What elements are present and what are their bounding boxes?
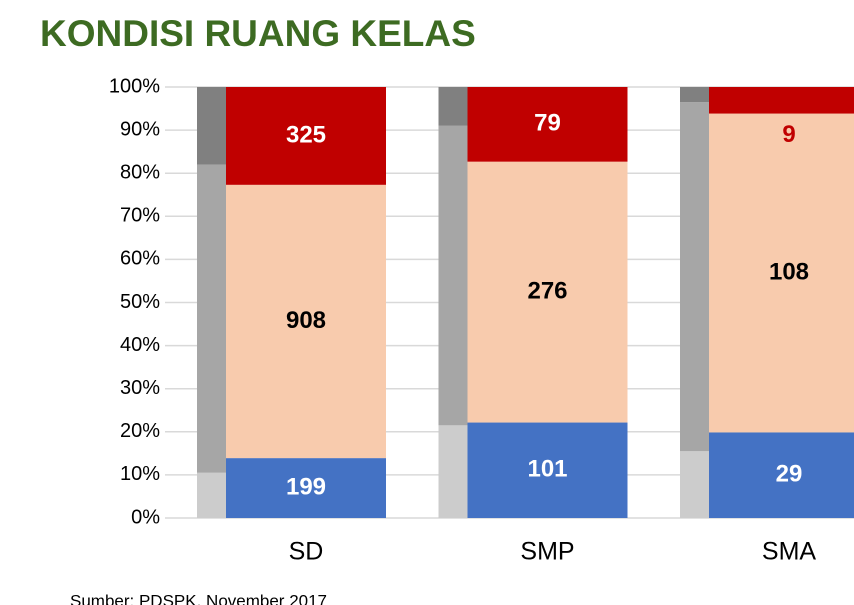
source-note: Sumber: PDSPK, November 2017 <box>70 591 327 605</box>
y-tick-label: 50% <box>120 291 160 313</box>
x-tick-label: SMP <box>520 538 574 566</box>
shadow-bar-segment <box>438 87 468 126</box>
data-label: 29 <box>776 461 803 488</box>
shadow-bar-segment <box>197 472 226 518</box>
y-tick-label: 80% <box>120 161 160 183</box>
data-label: 908 <box>286 307 326 334</box>
bar-segment <box>226 87 386 185</box>
bar-segment <box>226 458 386 518</box>
y-tick-label: 10% <box>120 463 160 485</box>
y-tick-label: 30% <box>120 377 160 399</box>
shadow-bar-segment <box>438 125 468 426</box>
x-tick-label: SMA <box>762 538 817 566</box>
shadow-bar-segment <box>680 102 709 452</box>
bar-segment <box>467 87 628 162</box>
data-label: 101 <box>527 456 567 483</box>
bar-segment <box>467 422 628 518</box>
shadow-bar-segment <box>680 451 709 518</box>
chart-title: KONDISI RUANG KELAS <box>40 13 476 54</box>
data-label: 199 <box>286 473 326 500</box>
shadow-bar-segment <box>197 164 226 473</box>
data-label: 79 <box>534 110 561 137</box>
x-tick-label: SD <box>289 538 324 566</box>
data-label: 325 <box>286 121 326 148</box>
data-label: 276 <box>527 277 567 304</box>
y-tick-label: 60% <box>120 248 160 270</box>
y-tick-label: 20% <box>120 420 160 442</box>
bar-segment <box>226 184 386 459</box>
bar-segment <box>709 87 854 114</box>
y-tick-label: 40% <box>120 334 160 356</box>
y-tick-label: 70% <box>120 205 160 227</box>
data-label: 108 <box>769 258 809 285</box>
y-tick-label: 0% <box>131 506 160 528</box>
shadow-bar-segment <box>438 425 468 518</box>
y-tick-label: 100% <box>109 75 160 97</box>
bar-segment <box>709 432 854 518</box>
bar-segment <box>709 113 854 433</box>
bar-segment <box>467 161 628 423</box>
data-label: 9 <box>782 121 795 148</box>
shadow-bar-segment <box>680 87 709 103</box>
shadow-bar-segment <box>197 87 226 165</box>
y-tick-label: 90% <box>120 118 160 140</box>
